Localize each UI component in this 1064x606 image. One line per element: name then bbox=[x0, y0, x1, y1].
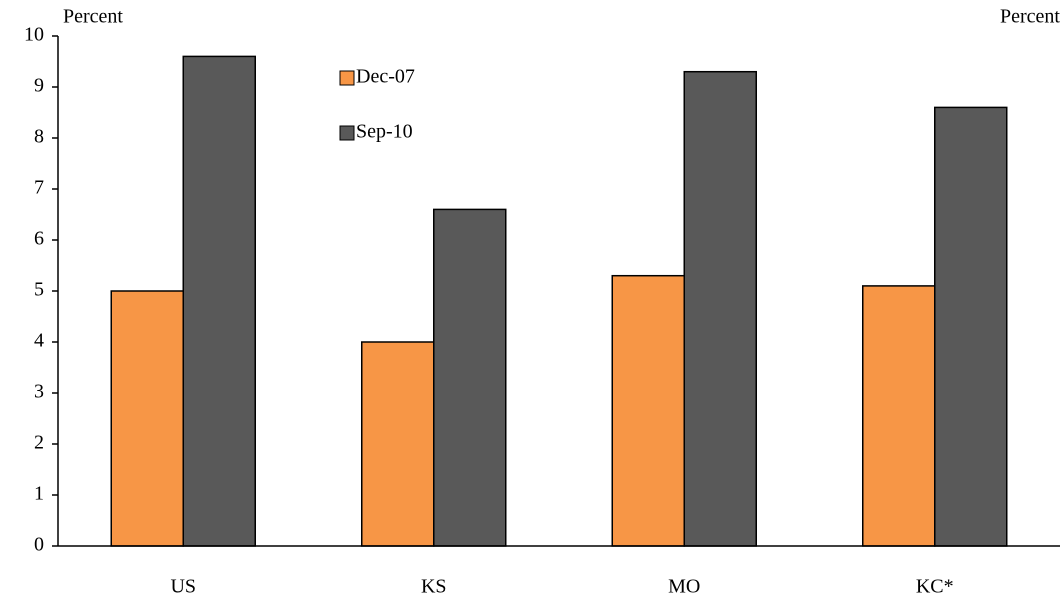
legend-label: Sep-10 bbox=[356, 121, 413, 143]
x-tick-label: MO bbox=[668, 576, 700, 598]
y-tick-label: 2 bbox=[34, 432, 44, 454]
legend-swatch bbox=[339, 125, 355, 141]
bar bbox=[862, 285, 936, 547]
bar bbox=[611, 274, 685, 547]
y-tick-label: 10 bbox=[24, 24, 44, 46]
y-tick-label: 7 bbox=[34, 177, 44, 199]
y-tick-label: 8 bbox=[34, 126, 44, 148]
bar bbox=[934, 106, 1008, 547]
y-axis-label: Percent bbox=[63, 6, 123, 28]
bar bbox=[110, 290, 184, 547]
x-tick-label: KS bbox=[421, 576, 447, 598]
y-tick-label: 3 bbox=[34, 381, 44, 403]
bar bbox=[361, 341, 435, 547]
y-tick-label: 9 bbox=[34, 75, 44, 97]
y-tick-label: 0 bbox=[34, 534, 44, 556]
bar bbox=[433, 208, 507, 547]
y2-axis-label: Percent bbox=[1000, 6, 1060, 28]
y-tick-label: 6 bbox=[34, 228, 44, 250]
y-tick-label: 4 bbox=[34, 330, 44, 352]
x-tick-label: KC* bbox=[916, 576, 954, 598]
legend-label: Dec-07 bbox=[356, 66, 415, 88]
y-tick-label: 5 bbox=[34, 279, 44, 301]
bar bbox=[182, 55, 256, 547]
legend-swatch bbox=[339, 70, 355, 86]
y-tick-label: 1 bbox=[34, 483, 44, 505]
x-tick-label: US bbox=[170, 576, 196, 598]
bar bbox=[683, 70, 757, 547]
